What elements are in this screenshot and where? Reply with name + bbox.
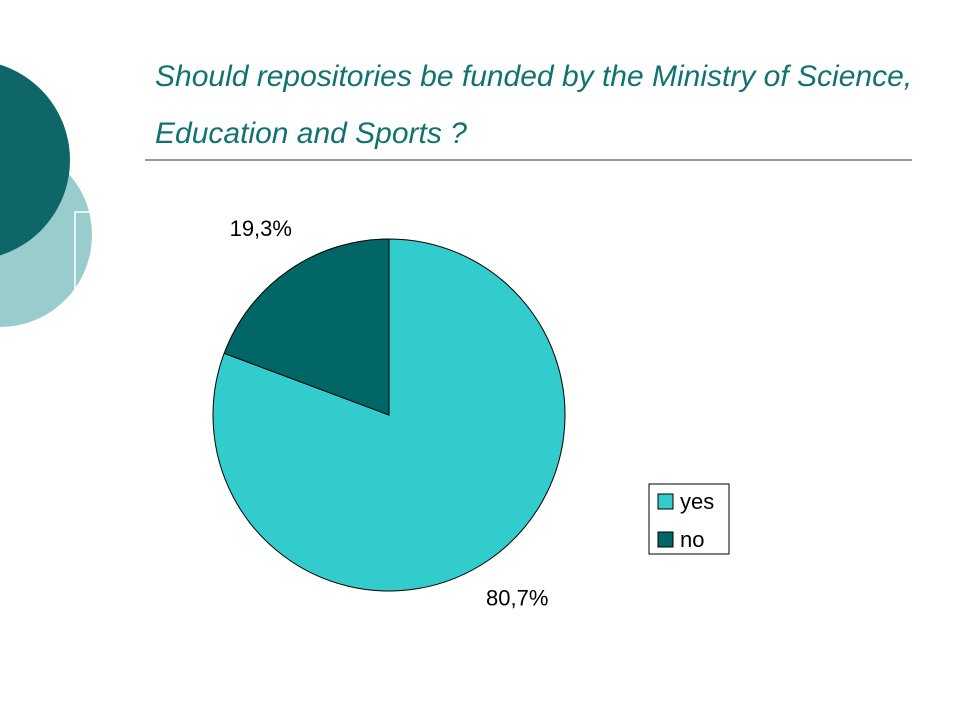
data-label: 19,3%: [230, 216, 292, 241]
decor-circle-dark: [0, 64, 70, 256]
pie-slice: [223, 238, 390, 416]
data-label: 80,7%: [486, 586, 548, 611]
chart-title: Should repositories be funded by the Min…: [155, 60, 913, 150]
legend-label: yes: [680, 489, 714, 514]
legend-label: no: [680, 527, 704, 552]
decor-frame: [74, 211, 92, 300]
legend-swatch: [657, 493, 674, 510]
legend-swatch: [657, 531, 674, 548]
